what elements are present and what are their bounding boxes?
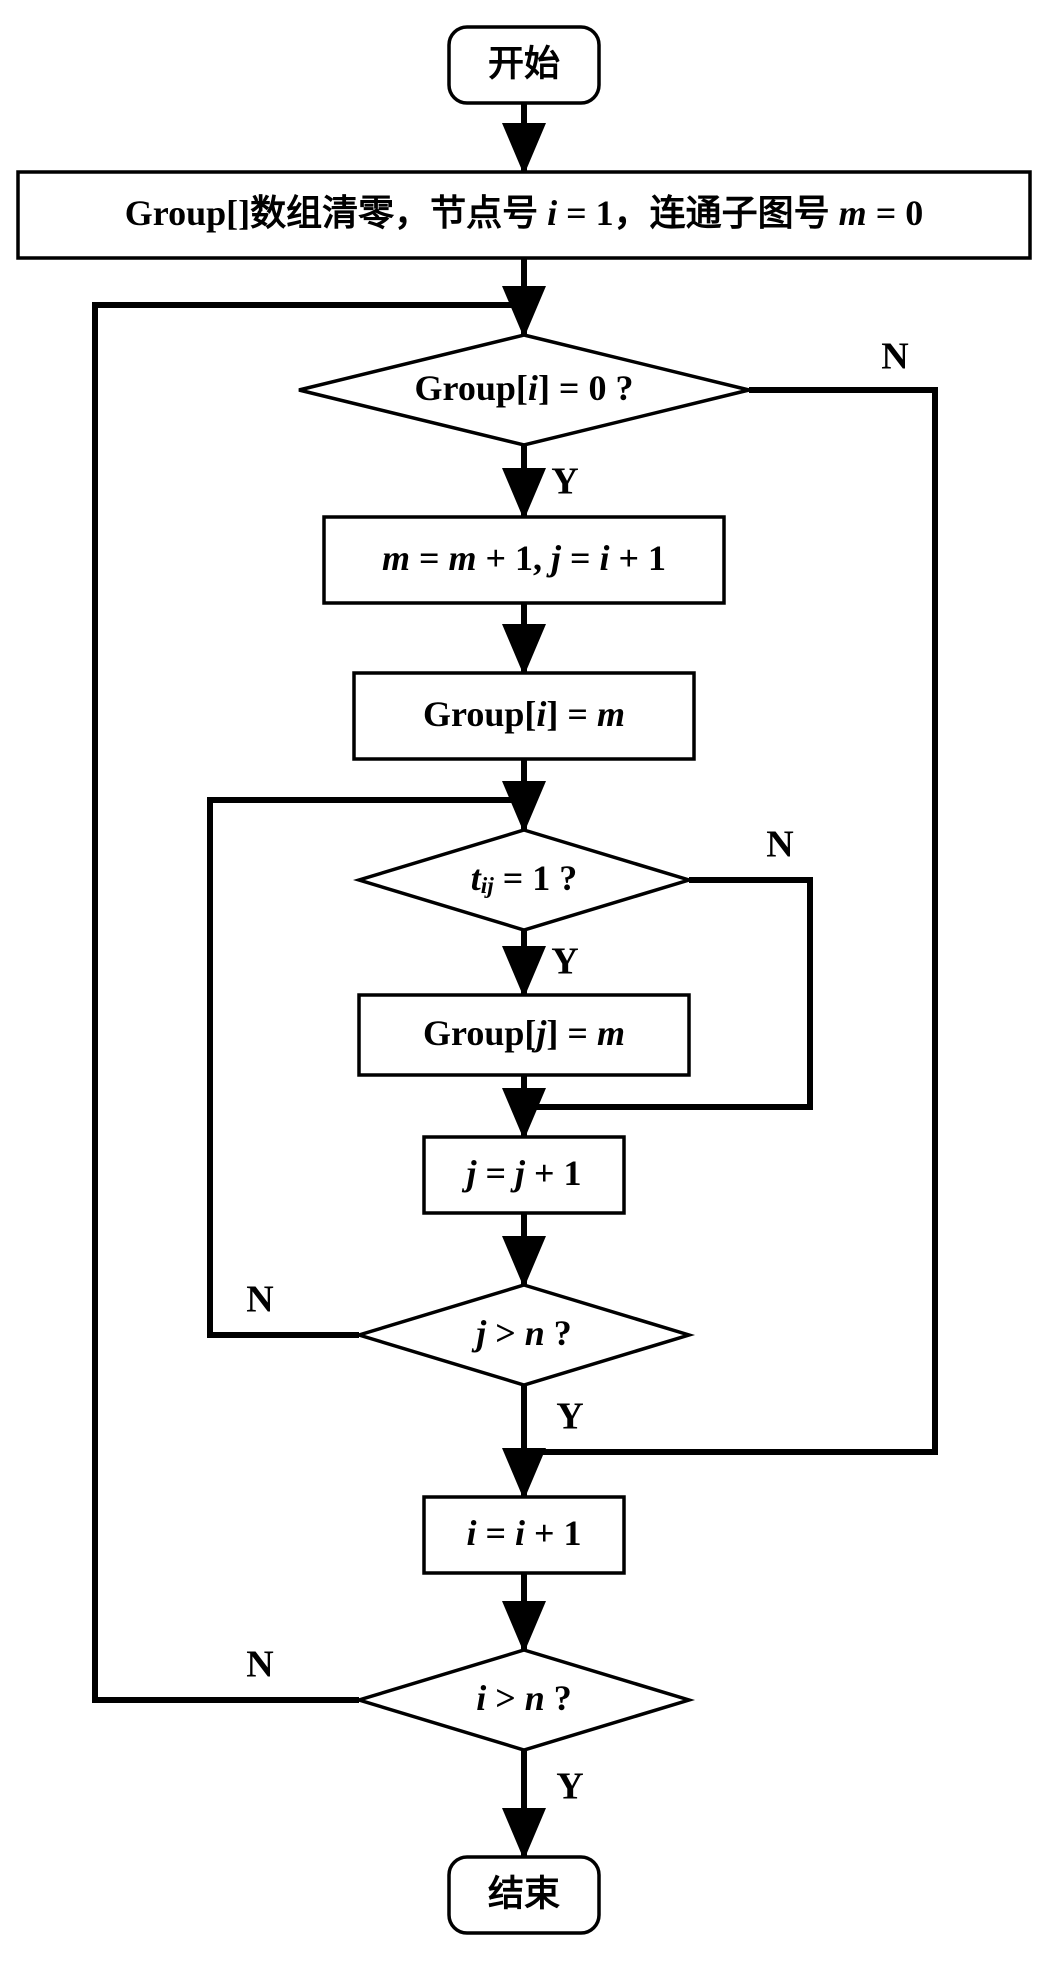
branch-label: N [246, 1644, 273, 1686]
svg-text:i > n ?: i > n ? [476, 1678, 572, 1718]
node-proc1: m = m + 1, j = i + 1 [324, 517, 724, 603]
svg-text:Group[]数组清零，节点号 i = 1，连通子图号 m: Group[]数组清零，节点号 i = 1，连通子图号 m = 0 [125, 193, 923, 233]
svg-text:j > n ?: j > n ? [471, 1313, 572, 1353]
svg-text:Group[i] = 0 ?: Group[i] = 0 ? [415, 368, 634, 408]
svg-text:Group[i] = m: Group[i] = m [423, 694, 625, 734]
branch-label: Y [556, 1766, 583, 1808]
branch-label: N [881, 336, 908, 378]
node-proc3: Group[j] = m [359, 995, 689, 1075]
node-init: Group[]数组清零，节点号 i = 1，连通子图号 m = 0 [18, 172, 1030, 258]
branch-label: N [766, 824, 793, 866]
svg-text:结束: 结束 [488, 1873, 560, 1913]
node-dec1: Group[i] = 0 ? [299, 335, 749, 445]
branch-label: Y [556, 1396, 583, 1438]
node-proc4: j = j + 1 [424, 1137, 624, 1213]
svg-text:i = i + 1: i = i + 1 [466, 1513, 581, 1553]
branch-label: Y [551, 461, 578, 503]
node-dec4: i > n ? [359, 1650, 689, 1750]
node-dec3: j > n ? [359, 1285, 689, 1385]
svg-text:开始: 开始 [488, 43, 560, 83]
branch-label: N [246, 1279, 273, 1321]
node-proc5: i = i + 1 [424, 1497, 624, 1573]
node-start: 开始 [449, 27, 599, 103]
node-proc2: Group[i] = m [354, 673, 694, 759]
node-end: 结束 [449, 1857, 599, 1933]
node-dec2: tij = 1 ? [359, 830, 689, 930]
flowchart-diagram: Y Y Y Y N N N N 开始 Group[]数组清零，节点号 i = 1，连通子图号 m … [0, 0, 1049, 1962]
svg-text:j = j + 1: j = j + 1 [461, 1153, 581, 1193]
svg-text:m = m + 1, j = i + 1: m = m + 1, j = i + 1 [382, 538, 666, 578]
svg-text:Group[j] = m: Group[j] = m [423, 1013, 625, 1053]
branch-label: Y [551, 941, 578, 983]
